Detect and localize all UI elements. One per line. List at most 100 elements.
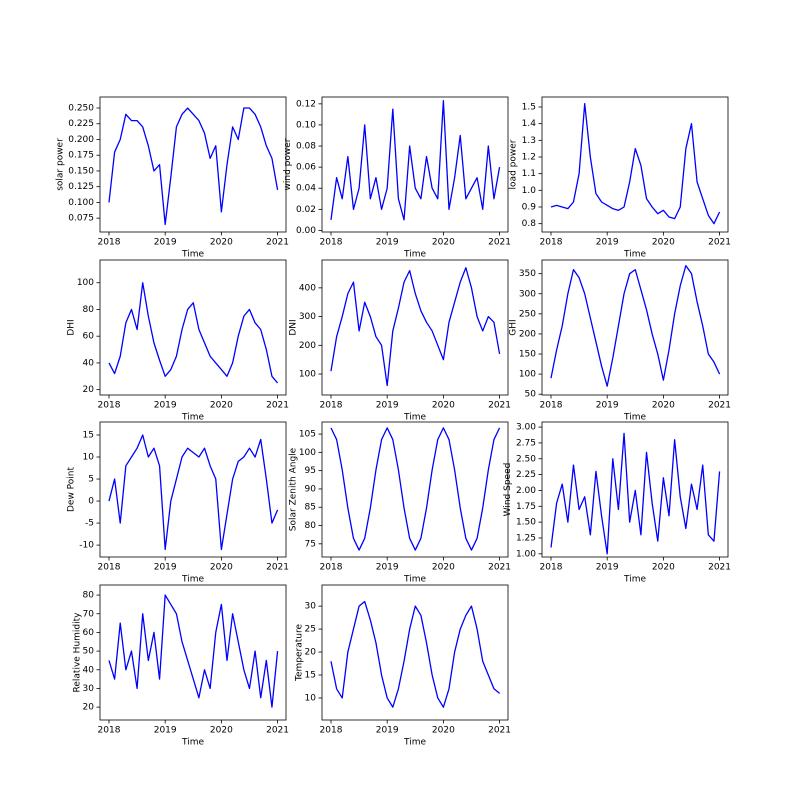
y-tick-label: -5 (85, 519, 94, 529)
y-tick-label: 200 (299, 341, 316, 351)
y-tick-label: 95 (305, 466, 316, 476)
x-tick-label: 2019 (596, 401, 619, 411)
y-tick-label: 0.150 (68, 166, 94, 176)
y-tick-label: 0.8 (522, 219, 537, 229)
data-line (330, 427, 501, 551)
y-tick-label: 0.12 (296, 99, 316, 109)
x-tick-label: 2018 (98, 401, 121, 411)
x-tick-label: 2019 (376, 238, 399, 248)
y-tick-label: 100 (519, 370, 536, 380)
x-tick-label: 2019 (376, 726, 399, 736)
y-tick-label: 1.25 (516, 533, 536, 543)
y-tick-label: 0.125 (68, 182, 94, 192)
subplot: 2018 2019 2020 2021 10 15 20 25 30 Time Temperatur… (294, 584, 511, 748)
y-tick-label: 20 (83, 385, 95, 395)
axes-frame (541, 421, 729, 558)
y-tick-label: 300 (519, 289, 536, 299)
axes-frame (99, 259, 287, 396)
x-tick-label: 2018 (98, 563, 121, 573)
data-line (108, 282, 279, 384)
x-tick-label: 2019 (154, 238, 177, 248)
x-axis-label: Time (623, 413, 646, 423)
y-axis-label: Solar Zenith Angle (289, 447, 299, 531)
y-tick-label: 250 (519, 309, 536, 319)
y-axis-label: DNI (289, 319, 299, 335)
x-tick-label: 2018 (320, 563, 343, 573)
y-tick-label: 150 (519, 350, 536, 360)
axes-frame (99, 421, 287, 558)
x-tick-label: 2019 (376, 401, 399, 411)
x-tick-label: 2020 (210, 401, 233, 411)
axes-frame (99, 96, 287, 233)
y-tick-label: 1.5 (522, 103, 536, 113)
y-tick-label: 20 (305, 648, 317, 658)
y-tick-label: 70 (83, 609, 95, 619)
y-tick-label: 90 (305, 484, 317, 494)
x-tick-label: 2020 (652, 238, 675, 248)
x-axis-label: Time (181, 738, 204, 748)
y-tick-label: 85 (305, 503, 316, 513)
axes-frame (321, 421, 509, 558)
subplot: 2018 2019 2020 2021 0.00 0.02 0.04 0.06 0.08 0.10… (283, 96, 511, 260)
data-line (108, 434, 279, 551)
y-tick-label: 0.06 (296, 163, 316, 173)
x-tick-label: 2018 (98, 726, 121, 736)
x-tick-label: 2019 (154, 726, 177, 736)
y-tick-label: 80 (305, 521, 317, 531)
y-tick-label: 50 (83, 647, 95, 657)
x-axis-label: Time (181, 575, 204, 585)
y-tick-label: 1.50 (516, 518, 536, 528)
y-tick-label: 0.200 (68, 135, 94, 145)
y-tick-label: 50 (525, 390, 537, 400)
subplot: 2018 2019 2020 2021 100 200 300 400 Time DNI (289, 259, 511, 423)
axes-frame (541, 259, 729, 396)
y-tick-label: 1.4 (522, 119, 537, 129)
data-line (108, 594, 279, 708)
y-tick-label: 350 (519, 269, 536, 279)
x-tick-label: 2018 (320, 726, 343, 736)
subplot: 2018 2019 2020 2021 1.00 1.25 1.50 1.75 2.00 2.25… (503, 421, 731, 585)
y-tick-label: 30 (305, 602, 317, 612)
y-tick-label: -10 (79, 541, 94, 551)
subplot: 2018 2019 2020 2021 20 40 60 80 100 Time DHI (67, 259, 289, 423)
y-tick-label: 0.100 (68, 198, 94, 208)
subplot: 2018 2019 2020 2021 20 30 40 50 60 70 80 Time Relati… (72, 584, 289, 748)
y-tick-label: 1.2 (522, 153, 536, 163)
x-tick-label: 2020 (432, 726, 455, 736)
y-tick-label: 0.225 (68, 119, 94, 129)
x-axis-label: Time (623, 575, 646, 585)
data-line (108, 107, 279, 226)
x-tick-label: 2019 (596, 238, 619, 248)
y-tick-label: 0.04 (296, 184, 316, 194)
y-tick-label: 15 (305, 671, 316, 681)
y-tick-label: 1.3 (522, 136, 536, 146)
y-tick-label: 105 (299, 430, 316, 440)
axes-frame (321, 584, 509, 721)
y-tick-label: 0.075 (68, 214, 94, 224)
x-axis-label: Time (181, 413, 204, 423)
y-tick-label: 80 (83, 305, 95, 315)
y-axis-label: load power (509, 139, 519, 189)
y-axis-label: Relative Humidity (72, 612, 82, 693)
y-tick-label: 100 (299, 370, 316, 380)
y-tick-label: 0.08 (296, 142, 316, 152)
x-tick-label: 2020 (652, 563, 675, 573)
y-axis-label: Wind Speed (503, 463, 513, 517)
x-tick-label: 2021 (708, 401, 731, 411)
y-tick-label: 60 (83, 332, 95, 342)
x-axis-label: Time (403, 738, 426, 748)
x-tick-label: 2018 (540, 238, 563, 248)
x-axis-label: Time (403, 413, 426, 423)
y-tick-label: 1.00 (516, 549, 536, 559)
y-tick-label: 0.00 (296, 226, 316, 236)
x-tick-label: 2020 (432, 563, 455, 573)
x-tick-label: 2018 (540, 563, 563, 573)
x-tick-label: 2021 (708, 238, 731, 248)
y-tick-label: 75 (305, 539, 316, 549)
data-line (330, 600, 500, 708)
y-tick-label: 5 (88, 475, 94, 485)
y-tick-label: 25 (305, 625, 316, 635)
x-axis-label: Time (623, 250, 646, 260)
y-axis-label: DHI (67, 319, 77, 335)
